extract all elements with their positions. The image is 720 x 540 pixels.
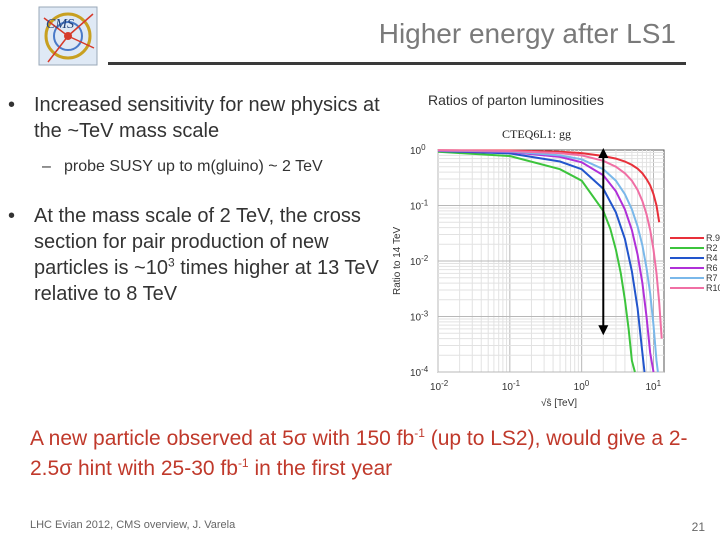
note-part-3: (up to LS2), would give a 2-2.5 <box>30 427 688 480</box>
note-part-5: in the first year <box>248 457 393 480</box>
bullet-2: • At the mass scale of 2 TeV, the cross s… <box>8 205 379 305</box>
sub-bullet-1-text: probe SUSY up to m(gluino) ~ 2 TeV <box>64 158 323 175</box>
footer-text: LHC Evian 2012, CMS overview, J. Varela <box>30 519 236 531</box>
y-tick-label: 10-1 <box>410 199 429 213</box>
annotation-arrow-head-bottom <box>598 325 609 336</box>
note-part-2: with 150 fb <box>306 427 415 450</box>
chart-caption: Ratios of parton luminosities <box>428 92 604 108</box>
y-tick-label: 10-2 <box>410 254 429 268</box>
series-line-R10 <box>437 149 663 339</box>
legend-label: R6 <box>706 263 718 273</box>
slide-title: Higher energy after LS1 <box>378 18 676 49</box>
legend-label: R7 <box>706 273 718 283</box>
series-line-R6 <box>437 149 655 373</box>
significance-note: A new particle observed at 5σ with 150 f… <box>30 424 700 484</box>
bullet-2-text-b: times higher at 13 TeV relative to 8 TeV <box>34 257 379 305</box>
y-tick-label: 100 <box>410 143 426 157</box>
cms-logo: CMS <box>38 6 98 66</box>
legend-label: R4 <box>706 253 718 263</box>
y-tick-label: 10-3 <box>410 310 429 324</box>
note-exponent-1: -1 <box>414 426 425 440</box>
note-sigma-1: σ <box>293 427 307 450</box>
title-rule <box>108 62 686 65</box>
series-line-R9 <box>437 149 661 223</box>
logo-text: CMS <box>46 17 74 32</box>
note-part-1: A new particle observed at 5 <box>30 427 294 450</box>
note-sigma-2: σ <box>59 457 73 480</box>
x-tick-label: 100 <box>574 379 590 393</box>
series-line-R2 <box>437 150 636 373</box>
series-line-R7 <box>437 149 659 373</box>
bullet-1-text: Increased sensitivity for new physics at… <box>34 94 380 142</box>
x-tick-label: 101 <box>646 379 662 393</box>
x-tick-label: 10-1 <box>502 379 521 393</box>
legend-label: R10 <box>706 283 720 293</box>
y-tick-label: 10-4 <box>410 365 429 379</box>
note-part-4: hint with 25-30 fb <box>72 457 238 480</box>
series-line-R4 <box>437 150 646 373</box>
chart-title: CTEQ6L1: gg <box>502 127 571 141</box>
bullet-2-exponent: 3 <box>167 255 175 270</box>
x-tick-label: 10-2 <box>430 379 449 393</box>
x-axis-label: √ŝ [TeV] <box>541 397 577 409</box>
bullet-2-text-a: At the mass scale of 2 TeV, the cross se… <box>34 205 361 279</box>
page-number: 21 <box>691 520 705 534</box>
bullet-1: • Increased sensitivity for new physics a… <box>8 94 380 142</box>
note-exponent-2: -1 <box>237 456 249 470</box>
legend-label: R.9 <box>706 233 720 243</box>
y-axis-label: Ratio to 14 TeV <box>392 226 403 295</box>
annotation-arrow-head-top <box>598 148 609 158</box>
bullet-list: • Increased sensitivity for new physics a… <box>8 92 380 307</box>
sub-bullet-1: – probe SUSY up to m(gluino) ~ 2 TeV <box>42 158 323 175</box>
legend-label: R2 <box>706 243 718 253</box>
